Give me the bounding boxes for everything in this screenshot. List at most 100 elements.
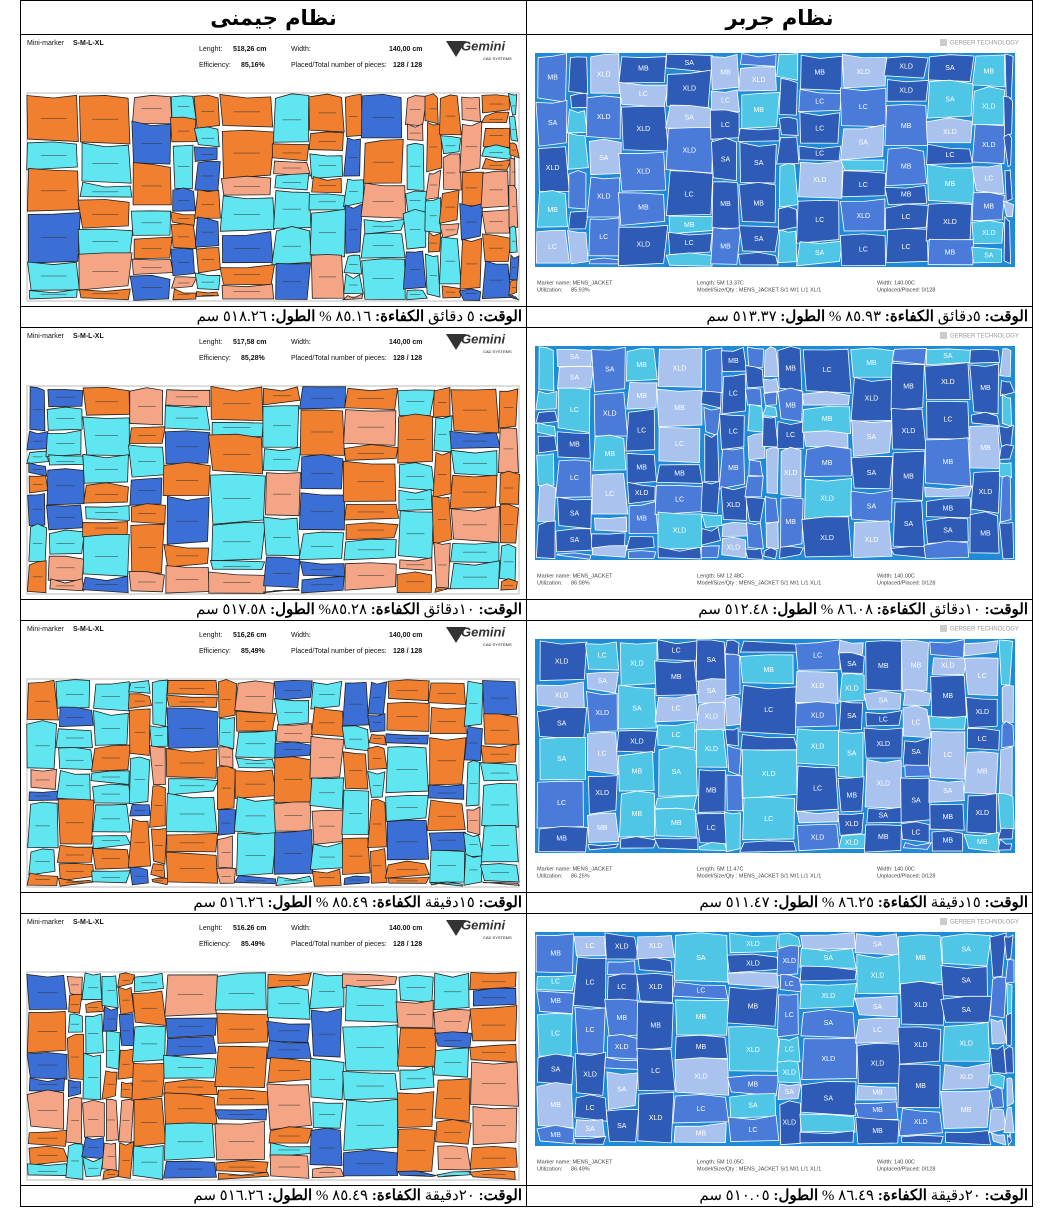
pattern-piece — [1004, 96, 1013, 136]
pattern-piece — [275, 742, 312, 758]
piece-label: MB — [728, 465, 739, 472]
pattern-piece — [166, 852, 218, 883]
pattern-piece — [194, 147, 217, 162]
piece-label: MB — [980, 385, 991, 392]
gemini-marker-image: Mini-markerS-M-L-XLLenght:517,58 cmWidth… — [21, 328, 526, 599]
piece-label: SA — [879, 698, 889, 705]
piece-label: LC — [729, 428, 738, 435]
piece-label: LC — [813, 785, 822, 792]
pattern-piece — [310, 973, 344, 1008]
pattern-piece — [92, 871, 130, 883]
marker-text: 128 / 128 — [393, 941, 422, 948]
piece-label: SA — [945, 65, 955, 72]
pattern-piece — [78, 229, 133, 255]
pattern-piece — [436, 1120, 472, 1145]
piece-label: XLD — [630, 739, 644, 746]
piece-label: MB — [943, 814, 954, 821]
pattern-piece — [58, 799, 94, 844]
pattern-piece — [387, 702, 429, 731]
pattern-piece — [47, 469, 84, 505]
marker-text: Marker name: MENS_JACKET — [537, 573, 613, 579]
marker-text: Efficiency: — [199, 648, 231, 655]
pattern-piece — [388, 877, 429, 883]
piece-label: XLD — [762, 771, 776, 778]
pattern-piece — [397, 572, 431, 593]
piece-label: XLD — [704, 746, 718, 753]
piece-label: XLD — [914, 1042, 928, 1049]
pattern-piece — [263, 406, 299, 448]
piece-label: MB — [550, 951, 561, 958]
pattern-piece — [428, 683, 465, 705]
piece-label: MB — [638, 65, 649, 72]
pattern-piece — [368, 682, 386, 715]
pattern-piece — [215, 1046, 267, 1087]
pattern-piece — [470, 1146, 517, 1169]
pattern-piece — [274, 191, 311, 229]
pattern-piece — [82, 143, 131, 183]
piece-label: LC — [823, 367, 832, 374]
pattern-piece — [235, 681, 274, 714]
caption-value: ٨٦.٤٩ % — [822, 1188, 874, 1204]
pattern-piece — [746, 366, 764, 388]
marker-text: Marker name: MENS_JACKET — [537, 1159, 613, 1165]
pattern-piece — [482, 261, 511, 298]
pattern-piece — [299, 493, 345, 530]
pattern-piece — [1002, 394, 1011, 426]
pattern-piece — [49, 455, 84, 465]
pattern-piece — [83, 417, 130, 456]
pattern-piece — [450, 542, 499, 562]
pattern-piece — [537, 454, 554, 486]
pattern-piece — [595, 517, 627, 532]
pattern-piece — [441, 136, 461, 154]
pattern-piece — [345, 94, 362, 136]
pattern-piece — [369, 734, 387, 745]
piece-label: XLD — [811, 744, 825, 751]
marker-text: Gemini — [461, 917, 505, 932]
pattern-piece — [83, 454, 129, 483]
piece-label: MB — [748, 1081, 759, 1088]
pattern-piece — [129, 427, 165, 444]
pattern-piece — [705, 433, 719, 481]
pattern-piece — [779, 163, 798, 207]
piece-label: SA — [879, 812, 889, 819]
pattern-piece — [998, 793, 1014, 828]
piece-label: MB — [943, 505, 954, 512]
piece-label: LC — [879, 716, 888, 723]
pattern-piece — [222, 130, 274, 178]
pattern-piece — [763, 379, 779, 393]
piece-label: XLD — [865, 396, 879, 403]
pattern-piece — [48, 556, 84, 580]
pattern-piece — [119, 1014, 134, 1046]
piece-label: XLD — [637, 126, 651, 133]
marker-text: 5M 13.37C — [717, 280, 744, 286]
marker-text: GERBER TECHNOLOGY — [950, 334, 1019, 340]
pattern-piece — [49, 530, 84, 554]
pattern-piece — [106, 1031, 120, 1069]
piece-label: XLD — [746, 1047, 760, 1054]
caption-value: ٢٠دقيقة — [931, 1188, 981, 1204]
pattern-piece — [569, 211, 589, 229]
piece-label: LC — [813, 652, 822, 659]
piece-label: LC — [786, 432, 795, 439]
pattern-piece — [999, 425, 1013, 446]
pattern-piece — [274, 802, 311, 831]
caption-value: ١٠دقائق — [930, 602, 981, 618]
piece-label: SA — [632, 706, 642, 713]
piece-label: MB — [872, 1128, 883, 1135]
marker-text: 128 / 128 — [393, 62, 422, 69]
piece-label: XLD — [649, 984, 663, 991]
pattern-piece — [264, 517, 300, 556]
piece-label: XLD — [583, 1071, 597, 1078]
pattern-piece — [215, 973, 266, 1010]
pattern-piece — [93, 784, 131, 803]
pattern-piece — [343, 1071, 398, 1099]
pattern-piece — [208, 434, 262, 474]
piece-label: MB — [720, 244, 731, 251]
pattern-piece — [747, 347, 763, 368]
image-cell: GERBER TECHNOLOGYMBLCMBLCSAMBMBLCLCLCXLD… — [527, 914, 1033, 1186]
pattern-piece — [102, 976, 118, 1008]
caption-cell: الوقت: ٢٠دقيقة الكفاءة: ٨٥.٤٩ % الطول: ٥… — [21, 1186, 527, 1207]
piece-label: MB — [872, 1090, 883, 1097]
piece-label: MB — [943, 693, 954, 700]
pattern-piece — [343, 1150, 397, 1176]
